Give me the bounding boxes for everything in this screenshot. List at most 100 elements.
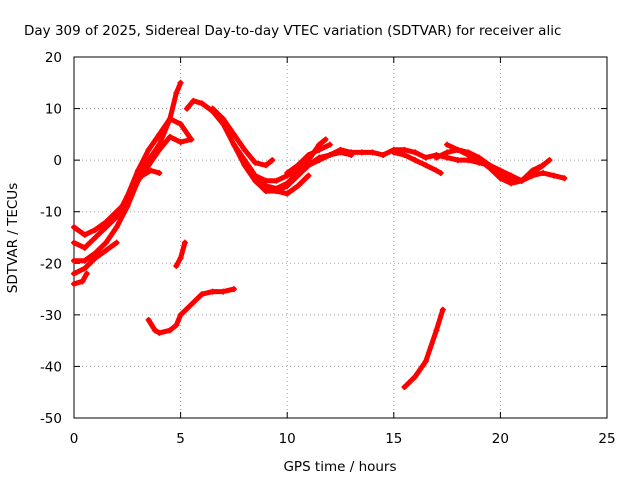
data-point <box>294 162 301 169</box>
data-point <box>401 384 408 391</box>
data-point <box>102 224 109 231</box>
series-line-track-7 <box>173 240 188 269</box>
data-point <box>188 136 195 143</box>
data-point <box>444 154 451 161</box>
data-point <box>269 157 276 164</box>
data-point <box>173 90 180 97</box>
data-point <box>113 213 120 220</box>
data-point <box>252 177 259 184</box>
data-point <box>188 301 195 308</box>
data-point <box>241 146 248 153</box>
data-point <box>358 149 365 156</box>
y-tick-label: -20 <box>40 256 62 272</box>
data-point <box>508 172 515 179</box>
data-point <box>529 167 536 174</box>
data-point <box>209 105 216 112</box>
data-point <box>71 280 77 287</box>
data-point <box>284 190 291 197</box>
series <box>71 79 568 391</box>
data-point <box>305 172 312 179</box>
data-point <box>177 79 184 86</box>
data-point <box>177 311 184 318</box>
x-tick-label: 15 <box>385 431 402 447</box>
data-point <box>401 146 408 153</box>
y-tick-label: -10 <box>40 205 62 221</box>
data-point <box>252 159 259 166</box>
data-point <box>209 288 216 295</box>
data-point <box>294 182 301 189</box>
data-point <box>241 157 248 164</box>
data-point <box>422 358 429 365</box>
data-point <box>71 239 77 246</box>
data-point <box>412 149 419 156</box>
data-point <box>71 257 77 264</box>
data-point <box>230 131 237 138</box>
data-point <box>369 149 376 156</box>
data-point <box>262 162 269 169</box>
data-point <box>305 162 312 169</box>
data-point <box>465 151 472 158</box>
data-point <box>177 139 184 146</box>
data-point <box>92 249 99 256</box>
data-point <box>422 154 429 161</box>
data-point <box>173 322 180 329</box>
data-point <box>81 244 88 251</box>
series-line-track-18 <box>146 286 237 336</box>
data-point <box>422 162 429 169</box>
data-point <box>273 188 280 195</box>
data-point <box>284 170 291 177</box>
data-point <box>156 131 163 138</box>
data-point <box>262 182 269 189</box>
data-point <box>540 170 547 177</box>
data-point <box>124 203 131 210</box>
data-point <box>294 170 301 177</box>
y-axis-label: SDTVAR / TECUs <box>5 183 21 293</box>
data-point <box>262 188 269 195</box>
data-point <box>83 270 90 277</box>
data-point <box>540 162 547 169</box>
x-tick-label: 20 <box>492 431 509 447</box>
data-point <box>326 141 333 148</box>
data-point <box>380 151 387 158</box>
series-line-track-19 <box>402 307 446 390</box>
y-tick-label: 0 <box>53 153 62 169</box>
data-point <box>183 105 190 112</box>
data-point <box>476 157 483 164</box>
data-point <box>322 136 329 143</box>
data-point <box>230 141 237 148</box>
data-point <box>337 146 344 153</box>
data-point <box>102 247 109 254</box>
data-point <box>305 151 312 158</box>
data-point <box>546 157 553 164</box>
data-point <box>454 146 461 153</box>
data-point <box>465 157 472 164</box>
y-tick-label: 10 <box>45 102 62 118</box>
data-point <box>71 270 77 277</box>
data-point <box>145 146 152 153</box>
y-tick-label: -30 <box>40 308 62 324</box>
data-point <box>134 177 141 184</box>
data-point <box>81 265 88 272</box>
data-point <box>92 226 99 233</box>
data-point <box>412 373 419 380</box>
data-point <box>156 329 163 336</box>
ticks: 0 5 10 15 20 25 -50 -40 -30 -20 -10 0 10 20 <box>40 50 616 447</box>
data-point <box>273 177 280 184</box>
data-point <box>316 141 323 148</box>
data-point <box>92 255 99 262</box>
data-point <box>437 170 444 177</box>
data-point <box>177 255 184 262</box>
data-point <box>561 175 568 182</box>
grid <box>74 57 607 418</box>
y-tick-label: -40 <box>40 359 62 375</box>
data-point <box>486 164 493 171</box>
data-point <box>508 180 515 187</box>
data-point <box>156 170 163 177</box>
data-point <box>284 180 291 187</box>
data-point <box>166 133 173 140</box>
series-line-track-2 <box>71 116 194 251</box>
data-point <box>177 121 184 128</box>
data-point <box>145 162 152 169</box>
y-tick-label: -50 <box>40 411 62 427</box>
